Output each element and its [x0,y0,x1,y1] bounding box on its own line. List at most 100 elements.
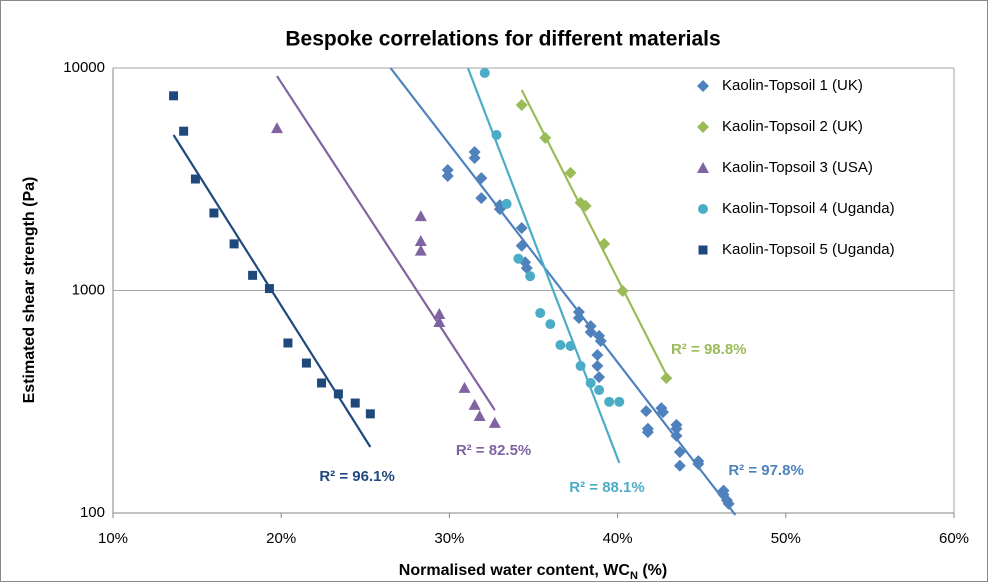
legend-label: Kaolin-Topsoil 1 (UK) [722,77,863,94]
point [414,234,427,246]
point [283,338,293,348]
x-tick-label: 50% [771,530,801,547]
point [692,458,705,471]
point [317,378,327,388]
legend-label: Kaolin-Topsoil 5 (Uganda) [722,241,895,258]
point [535,308,546,319]
point [209,208,219,218]
r2-annotation: R² = 97.8% [728,462,803,479]
point [616,284,629,297]
point [584,320,597,333]
point [575,360,586,371]
point [591,348,604,361]
point [515,98,528,111]
point [350,398,360,408]
x-axis-title: Normalised water content, WCN (%) [399,562,667,582]
point [479,67,490,78]
point [722,497,735,510]
point [333,389,343,399]
y-axis-title: Estimated shear strength (Pa) [21,177,38,404]
point [670,429,683,442]
point [458,381,471,393]
point [614,396,625,407]
point [594,334,607,347]
point [598,237,611,250]
point [545,319,556,330]
point [515,221,528,234]
point [539,131,552,144]
point [660,372,673,385]
point [641,426,654,439]
r2-annotation: R² = 98.8% [671,341,746,358]
point [591,359,604,372]
point [593,371,606,384]
point [657,406,670,419]
legend-label: Kaolin-Topsoil 2 (UK) [722,118,863,135]
point [640,405,653,418]
point [433,308,446,320]
legend-marker [697,80,709,92]
point [594,385,605,396]
r2-annotation: R² = 88.1% [569,479,644,496]
point [468,398,481,410]
point [475,192,488,205]
point [365,409,375,419]
point [585,377,596,388]
legend-marker [697,162,709,173]
point [520,262,533,275]
point [414,244,427,256]
point [673,445,686,458]
point [468,152,481,165]
legend-label: Kaolin-Topsoil 3 (USA) [722,159,873,176]
point [270,122,283,134]
point [475,172,488,185]
point [491,129,502,140]
point [584,326,597,339]
point [301,358,311,368]
r2-annotation: R² = 96.1% [319,468,394,485]
x-tick-label: 20% [266,530,296,547]
point [515,239,528,252]
point [264,284,274,294]
point [190,174,200,184]
point [229,239,239,249]
point [555,339,566,350]
y-tick-label: 1000 [72,281,105,298]
point [501,198,512,209]
point [572,312,585,325]
x-tick-label: 30% [434,530,464,547]
point [673,459,686,472]
point [473,409,486,421]
y-tick-label: 100 [80,504,105,521]
point [513,253,524,264]
x-tick-label: 60% [939,530,969,547]
point [414,210,427,222]
point [433,315,446,327]
r2-annotation: R² = 82.5% [456,442,531,459]
point [488,416,501,428]
x-axis-title-main: Normalised water content, WC [399,562,631,579]
trend-line [276,75,496,411]
point [179,126,189,136]
legend-marker [698,204,708,214]
x-axis-title-end: (%) [638,562,667,579]
point [565,341,576,352]
legend-marker [697,121,709,133]
point [248,270,258,280]
legend-marker [698,245,708,255]
x-tick-label: 40% [603,530,633,547]
x-axis-title-sub: N [630,570,638,582]
point [525,271,536,282]
point [441,170,454,183]
legend-label: Kaolin-Topsoil 4 (Uganda) [722,200,895,217]
point [169,91,179,101]
point [579,199,592,212]
point [441,163,454,176]
point [564,166,577,179]
point [670,422,683,435]
y-tick-label: 10000 [63,59,105,76]
chart-title: Bespoke correlations for different mater… [285,28,720,51]
point [604,396,615,407]
